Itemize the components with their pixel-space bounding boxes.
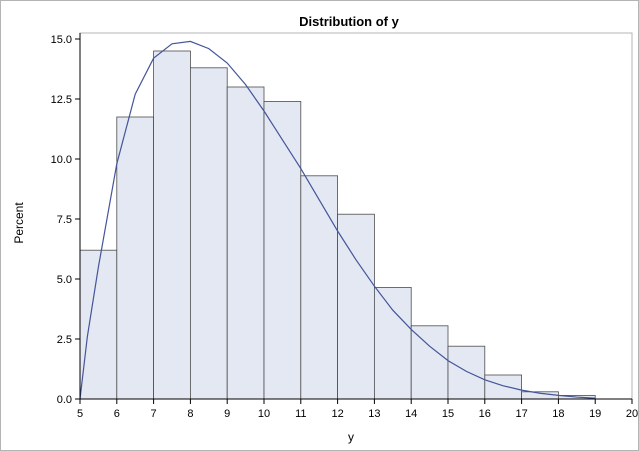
- histogram-bar-5-6: [79, 249, 118, 400]
- y-axis-label: Percent: [12, 202, 26, 244]
- bars-layer: [79, 50, 596, 400]
- y-tick-label: 5.0: [57, 274, 72, 286]
- x-tick-label: 10: [258, 408, 270, 420]
- y-tick-label: 15.0: [51, 34, 72, 46]
- x-axis-label: y: [348, 430, 354, 444]
- y-tick-label: 12.5: [51, 94, 72, 106]
- histogram-bar-8-9: [189, 67, 228, 400]
- x-tick-label: 11: [295, 408, 306, 420]
- x-tick-label: 12: [331, 408, 343, 420]
- x-tick-label: 19: [589, 408, 601, 420]
- x-tick-label: 17: [515, 408, 527, 420]
- histogram-bar-14-15: [410, 325, 449, 400]
- x-tick-label: 16: [479, 408, 491, 420]
- x-tick-label: 13: [368, 408, 380, 420]
- histogram-bar-10-11: [263, 101, 302, 400]
- x-tick-label: 5: [77, 408, 83, 420]
- histogram-bar-6-7: [116, 116, 155, 400]
- density-curve-layer: [79, 40, 596, 400]
- x-tick-label: 15: [442, 408, 454, 420]
- x-tick-label: 14: [405, 408, 417, 420]
- histogram-bar-9-10: [226, 86, 265, 400]
- density-curve: [79, 40, 596, 400]
- x-tick-label: 7: [151, 408, 157, 420]
- y-tick-label: 0.0: [57, 394, 72, 406]
- x-tick-label: 20: [626, 408, 638, 420]
- x-axis: 5 6 7 8 9 10 11 12 13 14 15 16 17 18 19 20: [77, 398, 638, 420]
- y-axis: 0.0 2.5 5.0 7.5 10.0 12.5 15.0: [51, 33, 81, 406]
- histogram-bar-13-14: [373, 286, 412, 400]
- chart-title: Distribution of y: [299, 14, 399, 29]
- histogram-bar-15-16: [447, 345, 486, 400]
- y-tick-label: 7.5: [57, 214, 72, 226]
- x-tick-label: 9: [224, 408, 230, 420]
- x-tick-label: 18: [552, 408, 564, 420]
- y-tick-label: 10.0: [51, 154, 72, 166]
- histogram-bar-16-17: [484, 374, 522, 400]
- x-tick-label: 6: [114, 408, 120, 420]
- x-tick-label: 8: [187, 408, 193, 420]
- y-tick-label: 2.5: [57, 334, 72, 346]
- histogram-bar-12-13: [337, 213, 375, 400]
- histogram-bar-11-12: [300, 175, 338, 400]
- histogram-bar-7-8: [153, 50, 191, 400]
